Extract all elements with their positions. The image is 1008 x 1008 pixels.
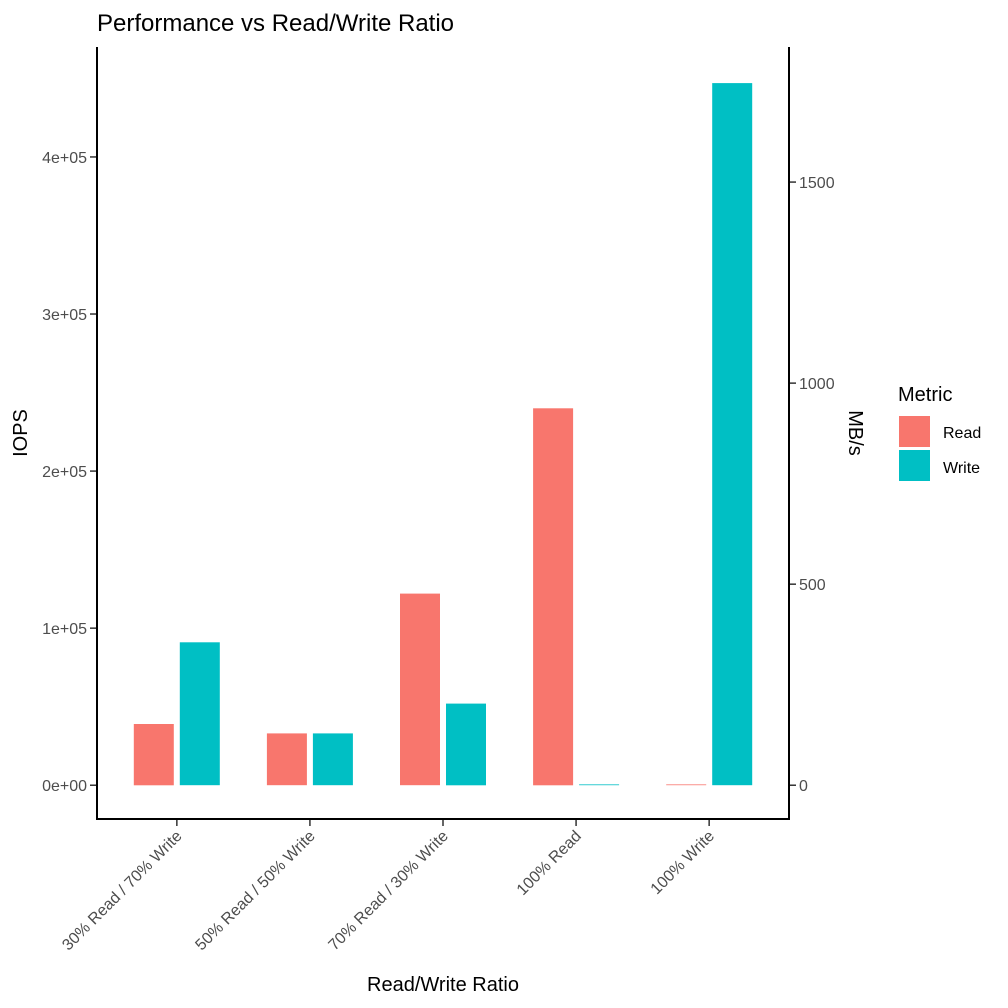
bar-write-50-read-50-write <box>312 733 353 786</box>
legend-key-write <box>899 450 930 481</box>
x-ticks: 30% Read / 70% Write 50% Read / 50% Write… <box>59 820 718 954</box>
y-left-tick-label: 4e+05 <box>42 150 87 167</box>
legend: Metric Read Write <box>898 384 981 481</box>
bar-read-100-write <box>666 784 707 786</box>
x-axis-title: Read/Write Ratio <box>367 974 519 996</box>
chart-title: Performance vs Read/Write Ratio <box>97 10 454 37</box>
bar-write-30-read-70-write <box>179 642 220 786</box>
legend-label-write: Write <box>943 460 980 477</box>
y-axis-right-title: MB/s <box>844 410 866 456</box>
y-right-ticks: 0 500 1000 1500 <box>790 175 835 795</box>
legend-key-read <box>899 416 930 447</box>
x-tick-label: 50% Read / 50% Write <box>192 828 318 954</box>
legend-label-read: Read <box>943 425 981 442</box>
x-tick-label: 70% Read / 30% Write <box>326 828 452 954</box>
y-right-tick-label: 500 <box>799 577 826 594</box>
bar-read-70-read-30-write <box>400 593 440 786</box>
y-left-tick-label: 0e+00 <box>42 778 87 795</box>
x-tick-label: 30% Read / 70% Write <box>59 828 185 954</box>
y-left-tick-label: 2e+05 <box>42 464 87 481</box>
bar-write-70-read-30-write <box>446 703 486 786</box>
y-right-tick-label: 1000 <box>799 376 835 393</box>
bar-read-50-read-50-write <box>266 733 307 786</box>
y-left-tick-label: 1e+05 <box>42 621 87 638</box>
bar-read-100-read <box>533 408 574 786</box>
legend-title: Metric <box>898 384 952 406</box>
y-right-tick-label: 1500 <box>799 175 835 192</box>
y-left-ticks: 0e+00 1e+05 2e+05 3e+05 4e+05 <box>42 150 96 795</box>
bar-write-100-write <box>712 83 753 786</box>
y-axis-left-title: IOPS <box>10 409 32 457</box>
x-tick-label: 100% Write <box>648 828 718 898</box>
y-left-tick-label: 3e+05 <box>42 307 87 324</box>
bars-layer <box>133 83 753 786</box>
bar-write-100-read <box>579 784 620 786</box>
bar-read-30-read-70-write <box>133 724 174 786</box>
x-tick-label: 100% Read <box>514 828 585 899</box>
y-right-tick-label: 0 <box>799 778 808 795</box>
